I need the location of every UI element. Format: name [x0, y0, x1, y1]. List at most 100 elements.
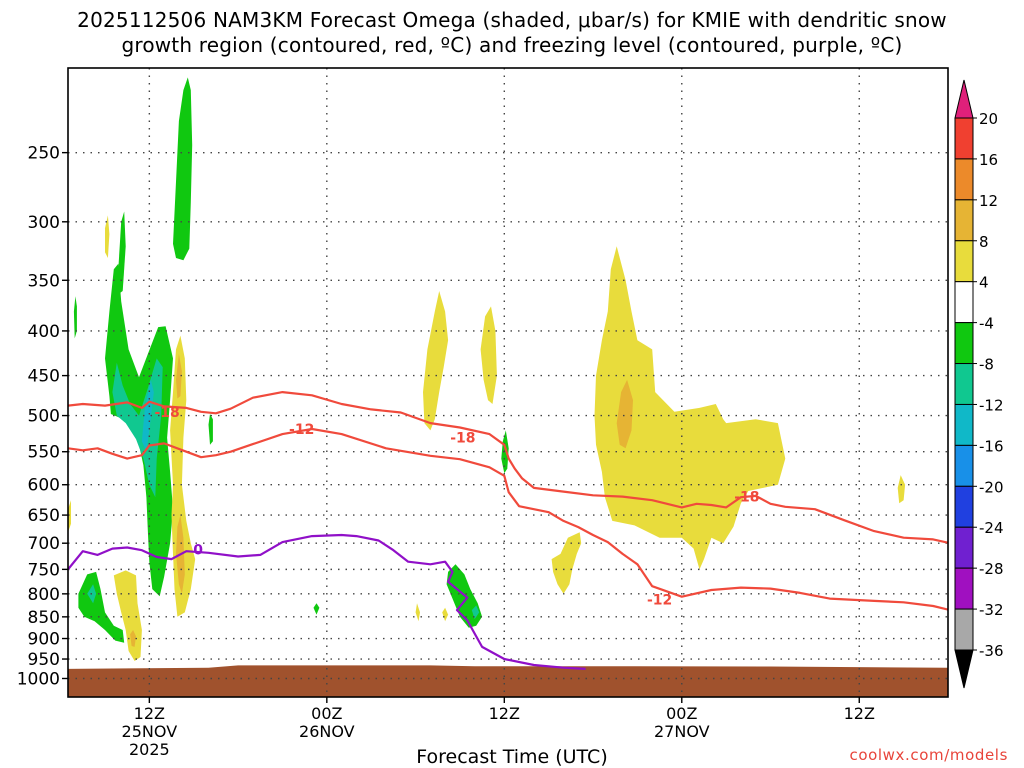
y-tick-label-550: 550: [28, 443, 60, 463]
isotherm-label-0-0: -18: [154, 405, 179, 421]
omega-region-sinking-mid-4-23: [442, 607, 449, 622]
omega-region-rising-left-thin-4: [118, 211, 126, 294]
y-tick-label-700: 700: [28, 534, 60, 554]
colorbar-top-arrow: [954, 79, 974, 119]
colorbar-label-2: 12: [979, 192, 998, 210]
colorbar-label-1: 16: [979, 151, 998, 169]
colorbar-label-0: 20: [979, 110, 998, 128]
site-credit: coolwx.com/models: [849, 746, 1008, 764]
colorbar-bin-5: [954, 322, 974, 365]
colorbar-label-8: -16: [979, 437, 1004, 455]
colorbar-label-12: -32: [979, 601, 1004, 619]
colorbar-label-9: -20: [979, 478, 1004, 496]
omega-shading: [68, 77, 906, 661]
isotherm-line-0: [68, 391, 948, 544]
colorbar-label-6: -8: [979, 356, 994, 374]
omega-region-sinking-far-right-27: [897, 475, 906, 504]
colorbar-label-3: 8: [979, 233, 989, 251]
colorbar-bin-11: [954, 567, 974, 610]
colorbar-label-13: -36: [979, 642, 1004, 660]
y-tick-label-900: 900: [28, 630, 60, 650]
y-tick-label-450: 450: [28, 367, 60, 387]
x-tick-label-1: 00Z: [311, 704, 342, 723]
y-tick-label-500: 500: [28, 407, 60, 427]
colorbar-bottom-arrow: [954, 649, 974, 689]
x-tick-label-0: 12Z: [134, 704, 165, 723]
ground-fill: [68, 665, 948, 697]
colorbar-bin-2: [954, 199, 974, 242]
x-tick-date-0: 25NOV: [122, 722, 178, 741]
y-tick-label-350: 350: [28, 271, 60, 291]
contour-labels: -18 -18 -18 -12 -12 0: [154, 405, 759, 609]
omega-region-sinking-left-top-13: [105, 215, 110, 258]
omega-region-sinking-right-big-25: [594, 246, 786, 570]
omega-region-sinking-mid-2-21: [480, 306, 497, 404]
ground-layer: [68, 665, 948, 697]
colorbar-bin-4: [954, 281, 974, 324]
omega-region-sinking-mid-3-22: [415, 603, 420, 622]
plot-frame: [67, 67, 949, 698]
omega-region-rising-column-top-0: [173, 77, 193, 261]
omega-region-sinking-lower-left-14: [113, 570, 142, 661]
omega-colorbar: 20 16 12 8 4 -4 -8 -12 -16 -20 -24 -28 -32 -36: [954, 79, 1004, 689]
x-tick-label-3: 00Z: [666, 704, 697, 723]
y-tick-label-800: 800: [28, 585, 60, 605]
omega-region-rising-small-3-9: [313, 603, 320, 615]
x-tick-label-2: 12Z: [489, 704, 520, 723]
freezing-line-2: [68, 533, 586, 670]
colorbar-bin-6: [954, 363, 974, 405]
isotherm-label-0-1: -18: [450, 431, 475, 447]
omega-region-rising-core-left-3: [141, 379, 154, 452]
chart-title-line-1: 2025112506 NAM3KM Forecast Omega (shaded…: [77, 8, 947, 32]
x-tick-date-3: 27NOV: [654, 722, 710, 741]
contour-lines: [68, 391, 948, 670]
colorbar-bin-10: [954, 526, 974, 569]
x-axis-label: Forecast Time (UTC): [416, 746, 608, 768]
isotherm-label-1-1: -12: [647, 592, 672, 608]
y-tick-label-1000: 1000: [17, 669, 60, 689]
colorbar-bin-7: [954, 403, 974, 446]
y-tick-label-250: 250: [28, 144, 60, 164]
y-tick-label-650: 650: [28, 506, 60, 526]
colorbar-label-7: -12: [979, 396, 1004, 414]
colorbar-label-11: -28: [979, 560, 1004, 578]
isotherm-label-1-0: -12: [289, 422, 314, 438]
omega-region-rising-mid-11: [471, 605, 480, 620]
y-tick-label-950: 950: [28, 650, 60, 670]
colorbar-label-5: -4: [979, 315, 994, 333]
x-tick-date-1: 26NOV: [299, 722, 355, 741]
colorbar-bin-12: [954, 608, 974, 651]
omega-region-sinking-right-small-24: [551, 532, 582, 594]
omega-region-sinking-col2-16: [170, 335, 196, 617]
colorbar-label-4: 4: [979, 274, 989, 292]
y-tick-label-300: 300: [28, 213, 60, 233]
grid-lines: [68, 68, 948, 697]
colorbar-bin-9: [954, 485, 974, 528]
y-tick-label-750: 750: [28, 560, 60, 580]
y-tick-label-400: 400: [28, 322, 60, 342]
isotherm-label-0-2: -18: [734, 490, 759, 506]
omega-region-sinking-lower-left-15: [130, 630, 136, 647]
x-tick-year-0: 2025: [129, 740, 170, 759]
isotherm-line-1: [68, 427, 948, 611]
colorbar-label-10: -24: [979, 519, 1004, 537]
freezing-label-2-0: 0: [193, 543, 203, 559]
y-tick-label-850: 850: [28, 608, 60, 628]
colorbar-bin-1: [954, 158, 974, 201]
omega-region-sinking-col2-17: [176, 353, 182, 399]
plot-border: [67, 67, 949, 698]
omega-region-sinking-right-big-26: [616, 379, 633, 449]
colorbar-bin-3: [954, 240, 974, 283]
omega-region-sinking-mid-1-20: [423, 291, 449, 431]
y-tick-label-600: 600: [28, 476, 60, 496]
colorbar-bin-8: [954, 444, 974, 487]
x-tick-label-4: 12Z: [844, 704, 875, 723]
omega-region-rising-small-1-7: [73, 296, 77, 339]
pressure-axis: 2503003504004505005506006507007508008509…: [17, 144, 68, 689]
colorbar-bin-0: [954, 117, 974, 160]
chart-title-line-2: growth region (contoured, red, ºC) and f…: [121, 33, 903, 57]
omega-region-rising-small-2-8: [208, 414, 213, 445]
